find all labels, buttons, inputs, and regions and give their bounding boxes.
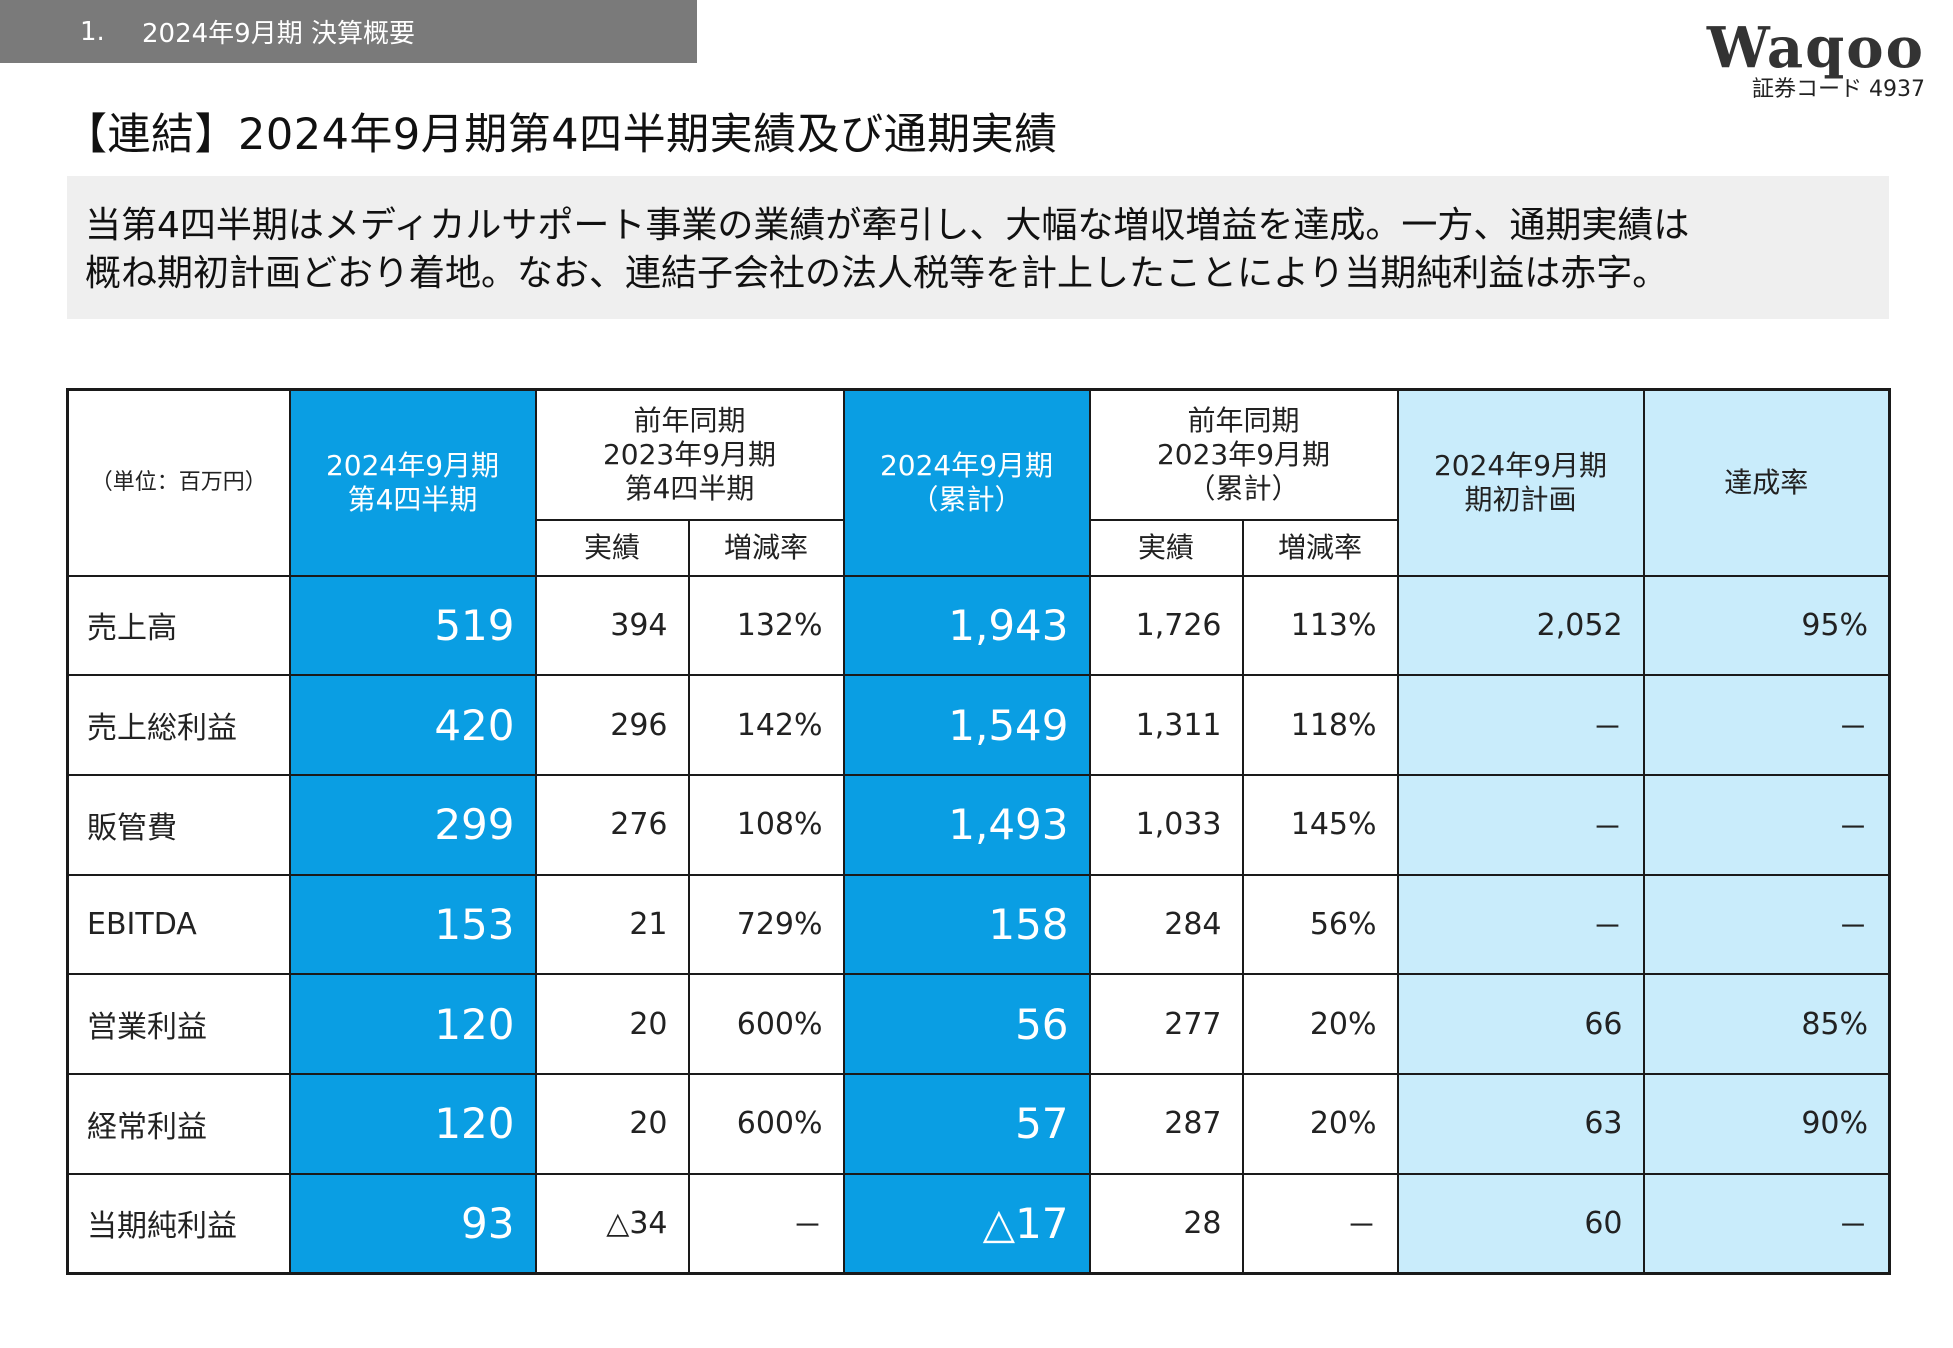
subheader-actual: 実績 bbox=[1088, 518, 1244, 577]
q4-change-rate: 142% bbox=[687, 674, 845, 776]
table-row: 営業利益 120 20 600% 56 277 20% 66 85% bbox=[66, 973, 1891, 1076]
cum-change-rate: 113% bbox=[1241, 574, 1399, 677]
row-label: 売上総利益 bbox=[66, 674, 291, 776]
table-row: 売上総利益 420 296 142% 1,549 1,311 118% － － bbox=[66, 674, 1891, 776]
q4-change-rate: 132% bbox=[687, 574, 845, 677]
section-number: 1. bbox=[80, 16, 105, 47]
cum-change-rate: 20% bbox=[1241, 1073, 1399, 1175]
header-plan: 2024年9月期 期初計画 bbox=[1396, 388, 1645, 577]
row-label: EBITDA bbox=[66, 873, 291, 976]
header-achievement-rate: 達成率 bbox=[1642, 388, 1891, 577]
q4-change-rate: 600% bbox=[687, 973, 845, 1076]
prev-cum-value: 1,033 bbox=[1088, 773, 1244, 876]
table-row: 当期純利益 93 △34 － △17 28 － 60 － bbox=[66, 1172, 1891, 1275]
row-label: 経常利益 bbox=[66, 1073, 291, 1175]
section-title: 2024年9月期 決算概要 bbox=[142, 19, 415, 49]
plan-value: － bbox=[1396, 773, 1645, 876]
table-row: 経常利益 120 20 600% 57 287 20% 63 90% bbox=[66, 1073, 1891, 1175]
plan-value: － bbox=[1396, 674, 1645, 776]
summary-box: 当第4四半期はメディカルサポート事業の業績が牽引し、大幅な増収増益を達成。一方、… bbox=[67, 176, 1889, 319]
q4-value: 120 bbox=[288, 1073, 537, 1175]
summary-line: 概ね期初計画どおり着地。なお、連結子会社の法人税等を計上したことにより当期純利益… bbox=[85, 253, 1669, 294]
q4-change-rate: 729% bbox=[687, 873, 845, 976]
header-prev-q4: 前年同期 2023年9月期 第4四半期 bbox=[534, 388, 845, 521]
cum-value: 57 bbox=[842, 1073, 1091, 1175]
header-q4-2024: 2024年9月期 第4四半期 bbox=[288, 388, 537, 577]
cum-change-rate: － bbox=[1241, 1172, 1399, 1275]
plan-value: 66 bbox=[1396, 973, 1645, 1076]
plan-value: 60 bbox=[1396, 1172, 1645, 1275]
plan-value: 63 bbox=[1396, 1073, 1645, 1175]
prev-cum-value: 287 bbox=[1088, 1073, 1244, 1175]
achievement-rate: 90% bbox=[1642, 1073, 1891, 1175]
prev-cum-value: 277 bbox=[1088, 973, 1244, 1076]
prev-q4-value: △34 bbox=[534, 1172, 690, 1275]
cum-value: 56 bbox=[842, 973, 1091, 1076]
q4-value: 420 bbox=[288, 674, 537, 776]
cum-change-rate: 118% bbox=[1241, 674, 1399, 776]
securities-code: 証券コード 4937 bbox=[1752, 77, 1925, 102]
q4-value: 153 bbox=[288, 873, 537, 976]
row-label: 売上高 bbox=[66, 574, 291, 677]
table-row: EBITDA 153 21 729% 158 284 56% － － bbox=[66, 873, 1891, 976]
subheader-change: 増減率 bbox=[687, 518, 845, 577]
table-row: 売上高 519 394 132% 1,943 1,726 113% 2,052 … bbox=[66, 574, 1891, 677]
q4-change-rate: － bbox=[687, 1172, 845, 1275]
achievement-rate: － bbox=[1642, 674, 1891, 776]
prev-q4-value: 21 bbox=[534, 873, 690, 976]
achievement-rate: － bbox=[1642, 1172, 1891, 1275]
subheader-change: 増減率 bbox=[1241, 518, 1399, 577]
section-header: 1. 2024年9月期 決算概要 bbox=[0, 0, 697, 63]
q4-value: 93 bbox=[288, 1172, 537, 1275]
q4-value: 120 bbox=[288, 973, 537, 1076]
cum-change-rate: 56% bbox=[1241, 873, 1399, 976]
achievement-rate: 95% bbox=[1642, 574, 1891, 677]
table-row: 販管費 299 276 108% 1,493 1,033 145% － － bbox=[66, 773, 1891, 876]
achievement-rate: － bbox=[1642, 873, 1891, 976]
header-cum-2024: 2024年9月期 （累計） bbox=[842, 388, 1091, 577]
plan-value: 2,052 bbox=[1396, 574, 1645, 677]
prev-q4-value: 20 bbox=[534, 1073, 690, 1175]
cum-value: 1,943 bbox=[842, 574, 1091, 677]
results-table: （単位：百万円） 2024年9月期 第4四半期 前年同期 2023年9月期 第4… bbox=[66, 388, 1892, 1275]
q4-value: 299 bbox=[288, 773, 537, 876]
prev-q4-value: 20 bbox=[534, 973, 690, 1076]
company-logo: Waqoo 証券コード 4937 bbox=[1705, 20, 1925, 102]
cum-value: △17 bbox=[842, 1172, 1091, 1275]
row-label: 営業利益 bbox=[66, 973, 291, 1076]
prev-cum-value: 1,726 bbox=[1088, 574, 1244, 677]
cum-value: 1,549 bbox=[842, 674, 1091, 776]
prev-q4-value: 394 bbox=[534, 574, 690, 677]
q4-value: 519 bbox=[288, 574, 537, 677]
page-title: 【連結】2024年9月期第4四半期実績及び通期実績 bbox=[64, 110, 1058, 160]
cum-value: 158 bbox=[842, 873, 1091, 976]
cum-change-rate: 20% bbox=[1241, 973, 1399, 1076]
cum-change-rate: 145% bbox=[1241, 773, 1399, 876]
logo-name: Waqoo bbox=[1706, 15, 1925, 81]
row-label: 当期純利益 bbox=[66, 1172, 291, 1275]
prev-cum-value: 28 bbox=[1088, 1172, 1244, 1275]
plan-value: － bbox=[1396, 873, 1645, 976]
q4-change-rate: 600% bbox=[687, 1073, 845, 1175]
row-label: 販管費 bbox=[66, 773, 291, 876]
unit-header: （単位：百万円） bbox=[66, 388, 291, 577]
prev-q4-value: 276 bbox=[534, 773, 690, 876]
prev-q4-value: 296 bbox=[534, 674, 690, 776]
achievement-rate: － bbox=[1642, 773, 1891, 876]
achievement-rate: 85% bbox=[1642, 973, 1891, 1076]
header-prev-cum: 前年同期 2023年9月期 （累計） bbox=[1088, 388, 1399, 521]
q4-change-rate: 108% bbox=[687, 773, 845, 876]
summary-line: 当第4四半期はメディカルサポート事業の業績が牽引し、大幅な増収増益を達成。一方、… bbox=[85, 205, 1690, 246]
subheader-actual: 実績 bbox=[534, 518, 690, 577]
prev-cum-value: 284 bbox=[1088, 873, 1244, 976]
prev-cum-value: 1,311 bbox=[1088, 674, 1244, 776]
cum-value: 1,493 bbox=[842, 773, 1091, 876]
